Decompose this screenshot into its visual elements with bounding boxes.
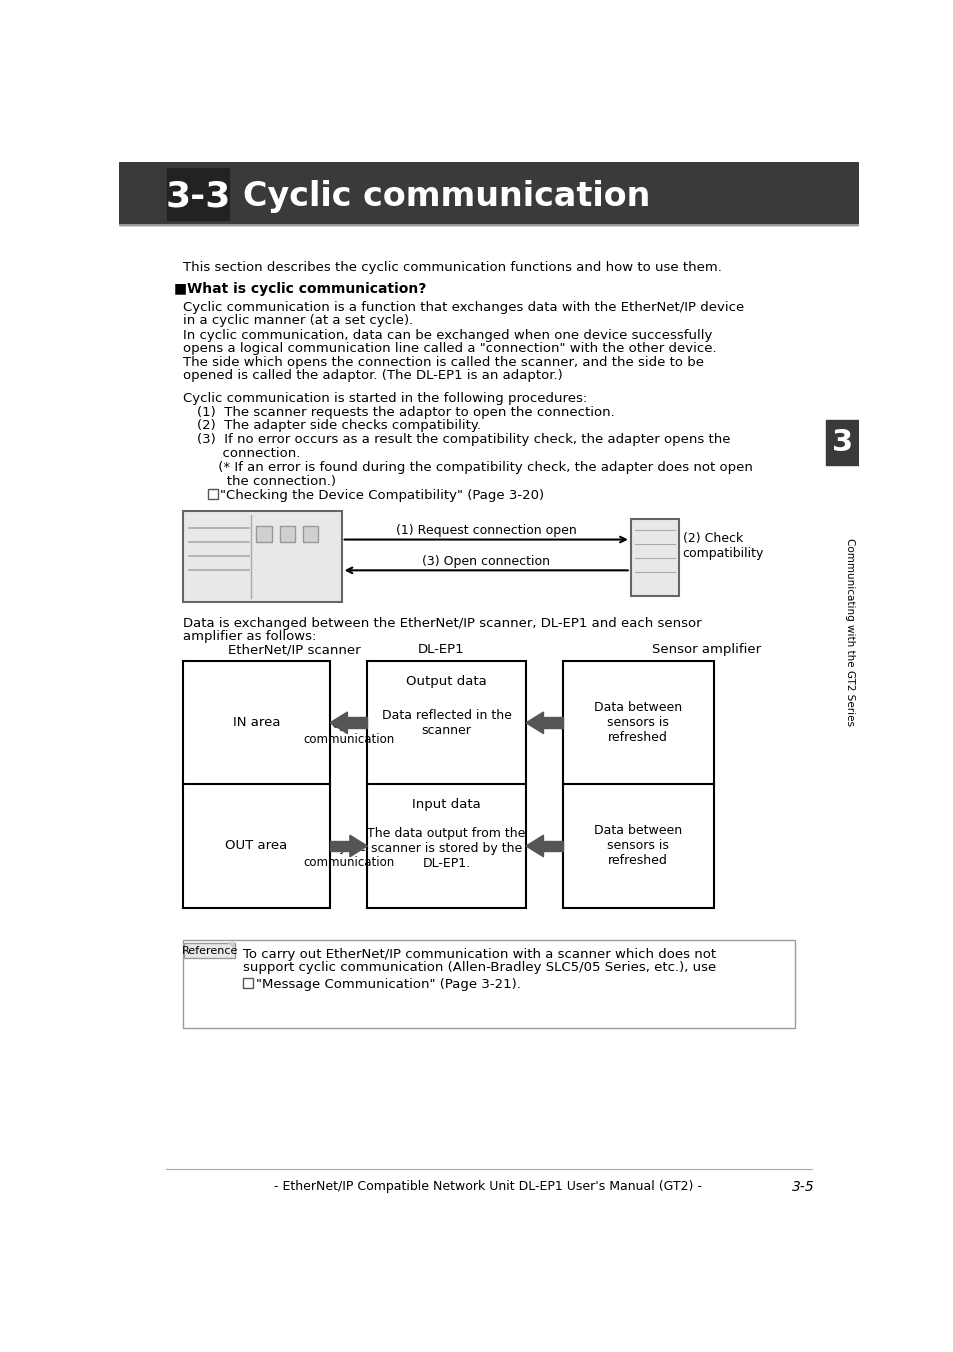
Text: (3) Open connection: (3) Open connection: [422, 556, 550, 568]
Text: To carry out EtherNet/IP communication with a scanner which does not: To carry out EtherNet/IP communication w…: [243, 948, 716, 961]
Text: connection.: connection.: [196, 448, 300, 460]
Polygon shape: [350, 836, 367, 857]
Text: Cyclic communication is a function that exchanges data with the EtherNet/IP devi: Cyclic communication is a function that …: [183, 301, 743, 314]
Bar: [184, 942, 235, 959]
Polygon shape: [525, 836, 543, 857]
Polygon shape: [525, 713, 543, 734]
Text: (1)  The scanner requests the adaptor to open the connection.: (1) The scanner requests the adaptor to …: [196, 406, 614, 419]
Text: OUT area: OUT area: [225, 840, 287, 853]
Text: 3-3: 3-3: [166, 180, 231, 214]
Text: Output data: Output data: [406, 675, 487, 688]
Text: the connection.): the connection.): [196, 475, 335, 488]
Text: Cyclic
communication: Cyclic communication: [303, 718, 394, 746]
Text: Cyclic communication: Cyclic communication: [243, 180, 650, 214]
Text: 3: 3: [831, 429, 852, 457]
Text: (* If an error is found during the compatibility check, the adapter does not ope: (* If an error is found during the compa…: [196, 461, 752, 475]
Polygon shape: [330, 713, 347, 734]
Text: Data between
sensors is
refreshed: Data between sensors is refreshed: [594, 702, 681, 745]
Bar: [183, 661, 330, 907]
Bar: [630, 519, 679, 596]
Text: - EtherNet/IP Compatible Network Unit DL-EP1 User's Manual (GT2) -: - EtherNet/IP Compatible Network Unit DL…: [274, 1180, 701, 1194]
Bar: [119, 162, 858, 226]
Text: (2)  The adapter side checks compatibility.: (2) The adapter side checks compatibilit…: [196, 419, 480, 433]
Bar: [208, 488, 217, 499]
Text: ■: ■: [173, 281, 187, 296]
Text: in a cyclic manner (at a set cycle).: in a cyclic manner (at a set cycle).: [183, 314, 413, 327]
Text: Cyclic
communication: Cyclic communication: [303, 841, 394, 869]
Text: (2) Check
compatibility: (2) Check compatibility: [682, 531, 763, 560]
Bar: [303, 526, 318, 542]
Text: Data between
sensors is
refreshed: Data between sensors is refreshed: [594, 825, 681, 868]
Text: "Message Communication" (Page 3-21).: "Message Communication" (Page 3-21).: [255, 979, 520, 991]
Bar: [167, 168, 229, 220]
Text: Sensor amplifier: Sensor amplifier: [652, 644, 760, 657]
Text: Data reflected in the
scanner: Data reflected in the scanner: [381, 708, 511, 737]
Text: support cyclic communication (Allen-Bradley SLC5/05 Series, etc.), use: support cyclic communication (Allen-Brad…: [243, 961, 716, 975]
Text: DL-EP1: DL-EP1: [417, 644, 464, 657]
Text: amplifier as follows:: amplifier as follows:: [183, 630, 315, 642]
Text: Reference: Reference: [182, 945, 238, 956]
Text: The data output from the
scanner is stored by the
DL-EP1.: The data output from the scanner is stor…: [367, 827, 525, 869]
Bar: [347, 718, 367, 729]
Bar: [183, 940, 794, 1029]
Text: opens a logical communication line called a "connection" with the other device.: opens a logical communication line calle…: [183, 342, 716, 354]
Bar: [543, 718, 562, 729]
Text: (3)  If no error occurs as a result the compatibility check, the adapter opens t: (3) If no error occurs as a result the c…: [196, 433, 729, 446]
Text: 3-5: 3-5: [791, 1180, 814, 1194]
Bar: [183, 511, 341, 602]
Text: Data is exchanged between the EtherNet/IP scanner, DL-EP1 and each sensor: Data is exchanged between the EtherNet/I…: [183, 617, 700, 630]
Text: IN area: IN area: [233, 717, 280, 729]
Bar: [543, 841, 562, 852]
Text: EtherNet/IP scanner: EtherNet/IP scanner: [228, 644, 360, 657]
Polygon shape: [229, 942, 233, 948]
Text: The side which opens the connection is called the scanner, and the side to be: The side which opens the connection is c…: [183, 357, 703, 369]
Text: Cyclic communication is started in the following procedures:: Cyclic communication is started in the f…: [183, 392, 586, 404]
Bar: [367, 661, 525, 907]
Bar: [256, 526, 272, 542]
Bar: [825, 420, 858, 465]
Text: Communicating with the GT2 Series: Communicating with the GT2 Series: [844, 538, 854, 726]
Text: This section describes the cyclic communication functions and how to use them.: This section describes the cyclic commun…: [183, 261, 720, 274]
Text: In cyclic communication, data can be exchanged when one device successfully: In cyclic communication, data can be exc…: [183, 329, 712, 342]
Text: "Checking the Device Compatibility" (Page 3-20): "Checking the Device Compatibility" (Pag…: [220, 488, 543, 502]
Text: Input data: Input data: [412, 798, 480, 811]
Text: What is cyclic communication?: What is cyclic communication?: [187, 281, 426, 296]
Bar: [562, 661, 713, 907]
Text: opened is called the adaptor. (The DL-EP1 is an adaptor.): opened is called the adaptor. (The DL-EP…: [183, 369, 562, 383]
Bar: [243, 979, 253, 988]
Text: (1) Request connection open: (1) Request connection open: [395, 525, 576, 537]
Bar: [330, 841, 350, 852]
Bar: [279, 526, 294, 542]
